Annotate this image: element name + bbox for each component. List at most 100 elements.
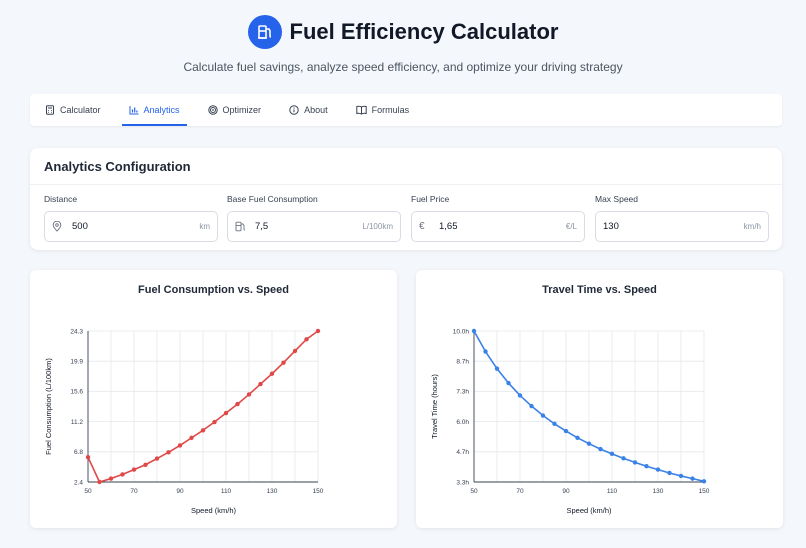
base-consumption-unit: L/100km — [362, 222, 393, 231]
max-speed-value: 130 — [603, 221, 619, 232]
tab-bar: Calculator Analytics Optimizer About — [30, 94, 782, 126]
data-point[interactable] — [586, 441, 592, 446]
data-point[interactable] — [246, 392, 252, 397]
distance-unit: km — [199, 222, 210, 231]
fuel-icon — [235, 221, 247, 232]
tab-analytics[interactable]: Analytics — [121, 94, 187, 126]
max-speed-field-group: Max Speed 130 km/h — [595, 194, 769, 242]
info-icon — [289, 105, 299, 115]
fuel-pump-icon — [247, 15, 282, 49]
map-pin-icon — [52, 221, 64, 232]
y-tick-label: 6.0h — [456, 419, 469, 426]
tab-label: Optimizer — [222, 105, 262, 115]
data-point[interactable] — [517, 393, 523, 398]
data-point[interactable] — [471, 328, 477, 334]
y-tick-label: 8.7h — [456, 359, 469, 366]
y-tick-label: 15.6 — [70, 389, 83, 396]
base-consumption-input[interactable]: 7,5 L/100km — [227, 211, 401, 242]
data-point[interactable] — [212, 419, 217, 425]
data-point[interactable] — [120, 472, 125, 477]
chart-title: Fuel Consumption vs. Speed — [138, 284, 289, 296]
x-axis-label: Speed (km/h) — [566, 506, 612, 515]
data-point[interactable] — [304, 337, 309, 342]
y-axis-label: Fuel Consumption (L/100km) — [44, 358, 53, 455]
divider — [30, 184, 782, 185]
data-point[interactable] — [131, 467, 137, 472]
tab-about[interactable]: About — [282, 94, 335, 126]
max-speed-label: Max Speed — [595, 194, 638, 204]
y-tick-label: 2.4 — [74, 479, 83, 486]
data-point[interactable] — [200, 428, 206, 433]
tab-calculator[interactable]: Calculator — [38, 94, 108, 126]
data-point[interactable] — [563, 428, 569, 434]
y-tick-label: 3.3h — [456, 479, 469, 486]
data-point[interactable] — [483, 349, 488, 354]
distance-input[interactable]: 500 km — [44, 211, 218, 242]
app-subtitle: Calculate fuel savings, analyze speed ef… — [183, 60, 623, 74]
distance-field-group: Distance 500 km — [44, 194, 218, 242]
data-point[interactable] — [609, 451, 615, 457]
x-tick-label: 110 — [607, 488, 618, 495]
data-point[interactable] — [506, 380, 511, 386]
data-point[interactable] — [575, 435, 580, 441]
tab-optimizer[interactable]: Optimizer — [201, 94, 269, 126]
data-point[interactable] — [655, 467, 661, 472]
max-speed-input[interactable]: 130 km/h — [595, 211, 769, 242]
euro-icon: € — [419, 221, 425, 232]
fuel-price-value: 1,65 — [439, 221, 458, 232]
data-point[interactable] — [177, 443, 183, 448]
data-point[interactable] — [598, 446, 603, 452]
base-consumption-label: Base Fuel Consumption — [227, 194, 318, 204]
data-point[interactable] — [552, 421, 557, 427]
travel-time-chart-card: Travel Time vs. Speed 50 70 90 110 130 150 3.3… — [416, 270, 783, 528]
data-point[interactable] — [621, 456, 626, 461]
data-point[interactable] — [235, 401, 240, 407]
y-tick-label: 24.3 — [70, 328, 83, 335]
x-tick-label: 130 — [653, 488, 664, 495]
data-point[interactable] — [85, 454, 91, 460]
app-title: Fuel Efficiency Calculator — [289, 19, 559, 44]
data-point[interactable] — [678, 473, 684, 479]
data-point[interactable] — [97, 479, 102, 485]
analytics-config-card: Analytics Configuration Distance 500 km … — [30, 148, 782, 250]
x-tick-label: 50 — [84, 488, 92, 495]
y-tick-label: 7.3h — [456, 389, 469, 396]
data-point[interactable] — [154, 456, 160, 461]
y-tick-label: 6.8 — [74, 449, 83, 456]
fuel-price-unit: €/L — [565, 222, 577, 231]
data-point[interactable] — [315, 328, 321, 334]
y-tick-label: 19.9 — [70, 359, 83, 366]
chart-title: Travel Time vs. Speed — [542, 284, 657, 296]
data-point[interactable] — [292, 348, 298, 354]
data-point[interactable] — [189, 435, 194, 441]
distance-value: 500 — [72, 221, 88, 232]
data-point[interactable] — [269, 371, 275, 376]
data-point[interactable] — [281, 360, 286, 365]
y-tick-label: 10.0h — [453, 328, 470, 335]
max-speed-unit: km/h — [743, 222, 761, 231]
fuel-consumption-chart: Fuel Consumption vs. Speed 50 70 90 110 130 1… — [44, 284, 324, 515]
data-point[interactable] — [258, 381, 263, 387]
fuel-price-input[interactable]: € 1,65 €/L — [411, 211, 585, 242]
data-point[interactable] — [632, 460, 638, 465]
fuel-consumption-chart-card: Fuel Consumption vs. Speed 50 70 90 110 130 1… — [30, 270, 397, 528]
data-point[interactable] — [540, 413, 546, 418]
data-point[interactable] — [690, 476, 695, 481]
data-point[interactable] — [644, 464, 649, 469]
bar-chart-icon — [129, 106, 139, 115]
y-axis-label: Travel Time (hours) — [430, 374, 439, 439]
x-tick-label: 50 — [470, 488, 478, 495]
tab-formulas[interactable]: Formulas — [349, 94, 417, 126]
app-header: Fuel Efficiency Calculator — [0, 12, 806, 52]
tab-label: Analytics — [143, 105, 180, 115]
base-consumption-field-group: Base Fuel Consumption 7,5 L/100km — [227, 194, 401, 242]
fuel-price-field-group: Fuel Price € 1,65 €/L — [411, 194, 585, 242]
data-point[interactable] — [494, 366, 500, 371]
data-point[interactable] — [223, 410, 229, 416]
data-point[interactable] — [143, 462, 148, 467]
data-point[interactable] — [529, 403, 534, 409]
data-point[interactable] — [166, 450, 171, 455]
data-point[interactable] — [108, 476, 114, 481]
data-point[interactable] — [667, 470, 672, 476]
data-point[interactable] — [701, 479, 707, 484]
